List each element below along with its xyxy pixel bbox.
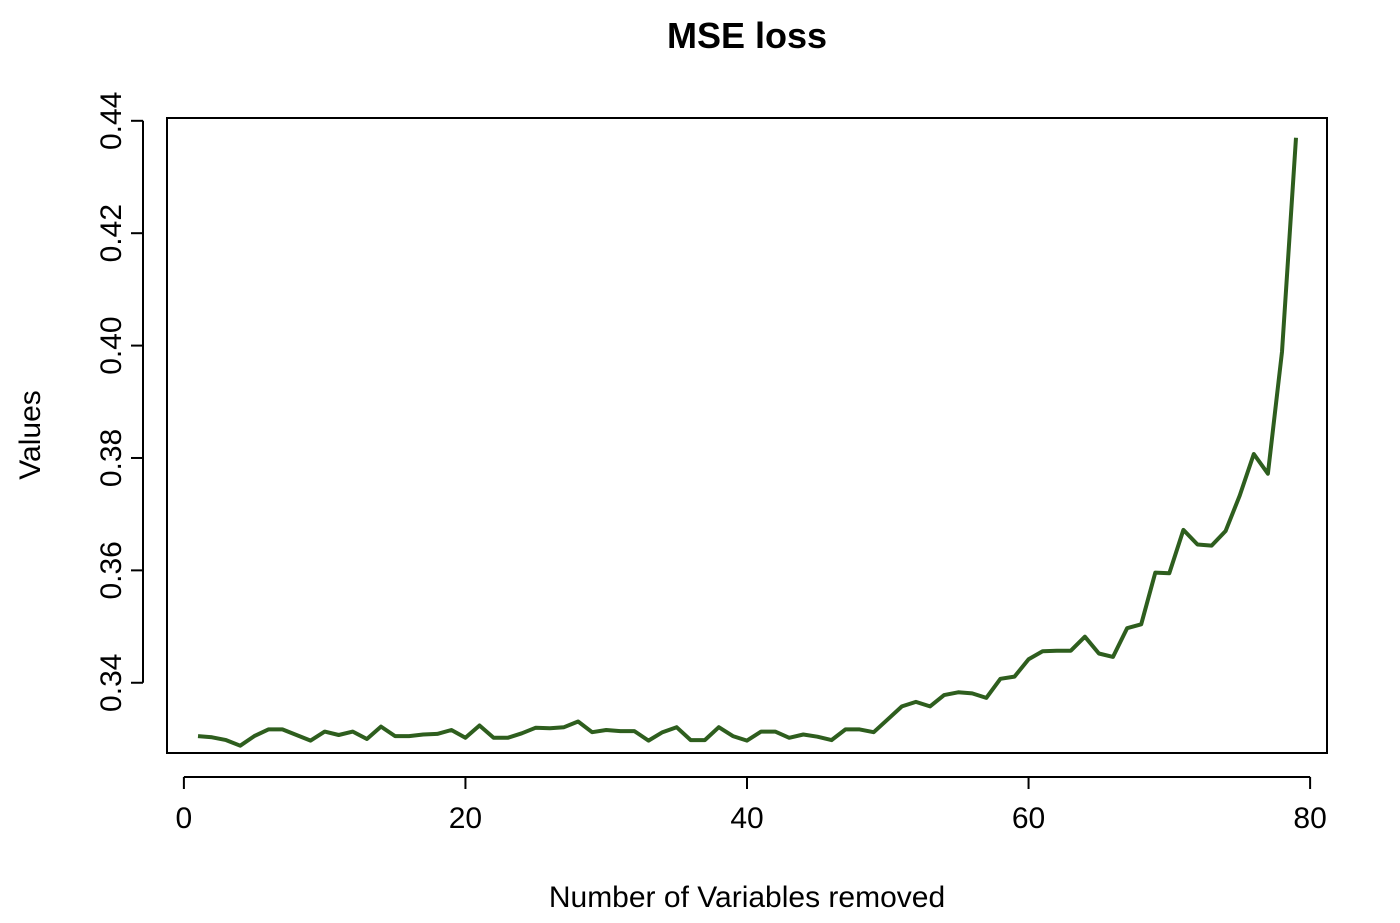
y-tick-label: 0.34 <box>95 654 128 712</box>
x-tick-label: 20 <box>449 802 482 835</box>
plot-frame <box>166 117 1328 754</box>
series-layer <box>197 137 1298 748</box>
y-tick-label: 0.38 <box>95 429 128 487</box>
x-axis-label: Number of Variables removed <box>549 881 945 914</box>
y-tick-label: 0.44 <box>95 92 128 150</box>
x-axis: 0 20 40 60 80 <box>176 776 1327 835</box>
y-tick-label: 0.36 <box>95 541 128 599</box>
x-tick-label: 40 <box>730 802 763 835</box>
series-line <box>197 137 1298 748</box>
chart-title: MSE loss <box>667 15 827 56</box>
y-tick-label: 0.40 <box>95 316 128 374</box>
y-axis-label: Values <box>14 390 47 480</box>
y-tick-label: 0.42 <box>95 204 128 262</box>
x-tick-label: 60 <box>1012 802 1045 835</box>
x-tick-label: 80 <box>1293 802 1326 835</box>
y-axis: 0.34 0.36 0.38 0.40 0.42 0.44 <box>95 92 144 712</box>
x-tick-label: 0 <box>176 802 193 835</box>
